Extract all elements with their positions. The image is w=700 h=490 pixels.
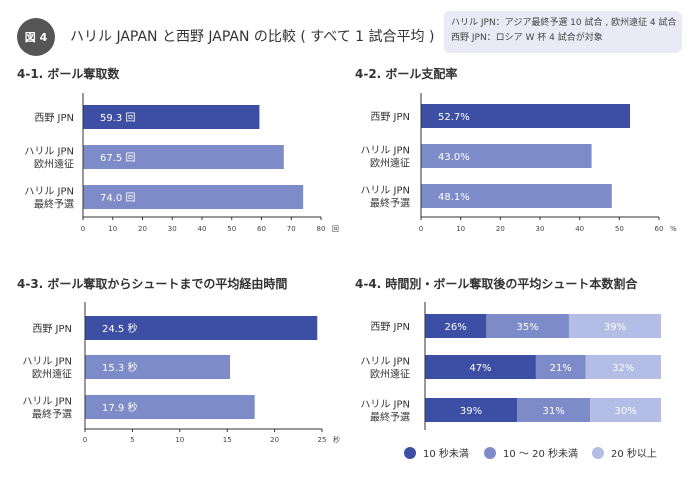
c4-segment-1-1 [535,355,586,379]
c4-category-label-1-0: ハリル JPN [360,357,410,368]
c4-segment-label-0-0: 26% [445,322,467,333]
c2-bar-0 [421,104,631,128]
c2-tick-label-2: 20 [496,225,505,233]
c1-category-label-1-1: 欧州遠征 [34,158,74,171]
c4-segment-label-1-0: 47% [469,363,491,374]
c4-segment-0-0 [425,314,487,338]
c1-category-label-2-0: ハリル JPN [24,187,74,198]
c3-category-label-2-1: 最終予選 [32,408,72,421]
c1-bar-0 [83,105,260,129]
c3-value-label-0: 24.5 秒 [102,322,137,335]
c4-segment-label-0-2: 39% [604,322,626,333]
c4-segment-0-2 [568,314,661,338]
c1-value-label-0: 59.3 回 [100,112,135,124]
c2-title: 4-2. ボール支配率 [355,66,457,81]
c4-segment-2-0 [425,398,518,422]
c2-value-label-1: 43.0% [438,152,470,163]
c2-tick-label-3: 30 [536,225,545,233]
c2-category-label-2-1: 最終予選 [370,197,410,210]
c3-value-label-1: 15.3 秒 [102,361,137,374]
c1-category-label-1-0: ハリル JPN [24,147,74,158]
c1-tick-label-5: 50 [227,225,236,233]
c3-category-label-1-1: 欧州遠征 [32,368,72,381]
c4-category-label-1-1: 欧州遠征 [370,368,410,381]
c2-axis-unit: % [670,225,677,233]
c2-category-label-1-0: ハリル JPN [360,146,410,157]
figure-title: ハリル JAPAN と西野 JAPAN の比較 ( すべて 1 試合平均 ) [70,29,435,45]
c4-segment-label-2-0: 39% [460,406,482,417]
c2-category-label-0: 西野 JPN [370,111,410,123]
c2-tick-label-5: 50 [615,225,624,233]
c2-tick-label-1: 10 [456,225,465,233]
c3-tick-label-3: 15 [223,436,232,444]
c1-axis-unit: 回 [332,225,339,233]
c3-tick-label-5: 25 [318,436,327,444]
c4-legend-swatch-0 [404,447,416,459]
c3-bar-0 [85,316,318,340]
c2-category-label-1-1: 欧州遠征 [370,157,410,170]
c1-tick-label-2: 20 [138,225,147,233]
c4-segment-2-2 [590,398,661,422]
c4-category-label-2-1: 最終予選 [370,411,410,424]
c1-tick-label-1: 10 [108,225,117,233]
c1-tick-label-6: 60 [257,225,266,233]
c4-legend-label-0: 10 秒未満 [423,447,469,460]
c2-value-label-0: 52.7% [438,112,470,123]
c3-bar-2 [85,395,255,419]
c4-segment-2-1 [517,398,591,422]
c3-title: 4-3. ボール奪取からシュートまでの平均経由時間 [17,276,287,291]
note-line-2: 西野 JPN：ロシア W 杯 4 試合が対象 [451,33,603,43]
c3-tick-label-2: 10 [175,436,184,444]
c3-category-label-2-0: ハリル JPN [22,397,72,408]
c4-legend-swatch-2 [592,447,604,459]
c4-segment-1-0 [425,355,536,379]
c4-segment-label-0-1: 35% [517,322,539,333]
c2-category-label-2-0: ハリル JPN [360,186,410,197]
c4-segment-label-2-2: 30% [614,406,636,417]
c1-title: 4-1. ボール奪取数 [17,66,120,81]
c2-value-label-2: 48.1% [438,192,470,203]
c2-tick-label-6: 60 [655,225,664,233]
c1-tick-label-4: 40 [198,225,207,233]
c3-category-label-0: 西野 JPN [32,323,72,335]
c3-tick-label-1: 5 [130,436,134,444]
c4-segment-label-2-1: 31% [543,406,565,417]
note-box: ハリル JPN：アジア最終予選 10 試合 , 欧州遠征 4 試合 西野 JPN… [444,11,682,53]
c1-tick-label-8: 80 [317,225,326,233]
figure-badge: 図 4 [17,18,55,56]
c3-bar-1 [85,355,231,379]
c3-value-label-2: 17.9 秒 [102,401,137,414]
c4-title: 4-4. 時間別・ボール奪取後の平均シュート本数割合 [355,276,638,291]
c1-bar-1 [83,145,284,169]
note-line-1: ハリル JPN：アジア最終予選 10 試合 , 欧州遠征 4 試合 [451,18,677,28]
c1-tick-label-0: 0 [81,225,85,233]
c4-segment-1-2 [585,355,661,379]
c3-tick-label-4: 20 [270,436,279,444]
c1-value-label-1: 67.5 回 [100,152,135,164]
c4-category-label-2-0: ハリル JPN [360,400,410,411]
c3-axis-unit: 秒 [333,435,340,444]
c1-category-label-0: 西野 JPN [34,112,74,124]
c1-bar-2 [83,185,304,209]
c3-tick-label-0: 0 [83,436,87,444]
c2-bar-2 [421,184,612,208]
c1-tick-label-3: 30 [168,225,177,233]
c2-bar-1 [421,144,592,168]
c4-segment-label-1-2: 32% [612,363,634,374]
c1-tick-label-7: 70 [287,225,296,233]
c4-legend-label-1: 10 〜 20 秒未満 [503,447,578,460]
c4-legend-swatch-1 [484,447,496,459]
c2-tick-label-0: 0 [419,225,423,233]
c1-category-label-2-1: 最終予選 [34,198,74,211]
c4-category-label-0: 西野 JPN [370,321,410,333]
c4-legend-label-2: 20 秒以上 [611,447,657,460]
c4-segment-label-1-1: 21% [550,363,572,374]
c4-segment-0-1 [486,314,569,338]
c3-category-label-1-0: ハリル JPN [22,357,72,368]
c1-value-label-2: 74.0 回 [100,192,135,204]
c2-tick-label-4: 40 [575,225,584,233]
